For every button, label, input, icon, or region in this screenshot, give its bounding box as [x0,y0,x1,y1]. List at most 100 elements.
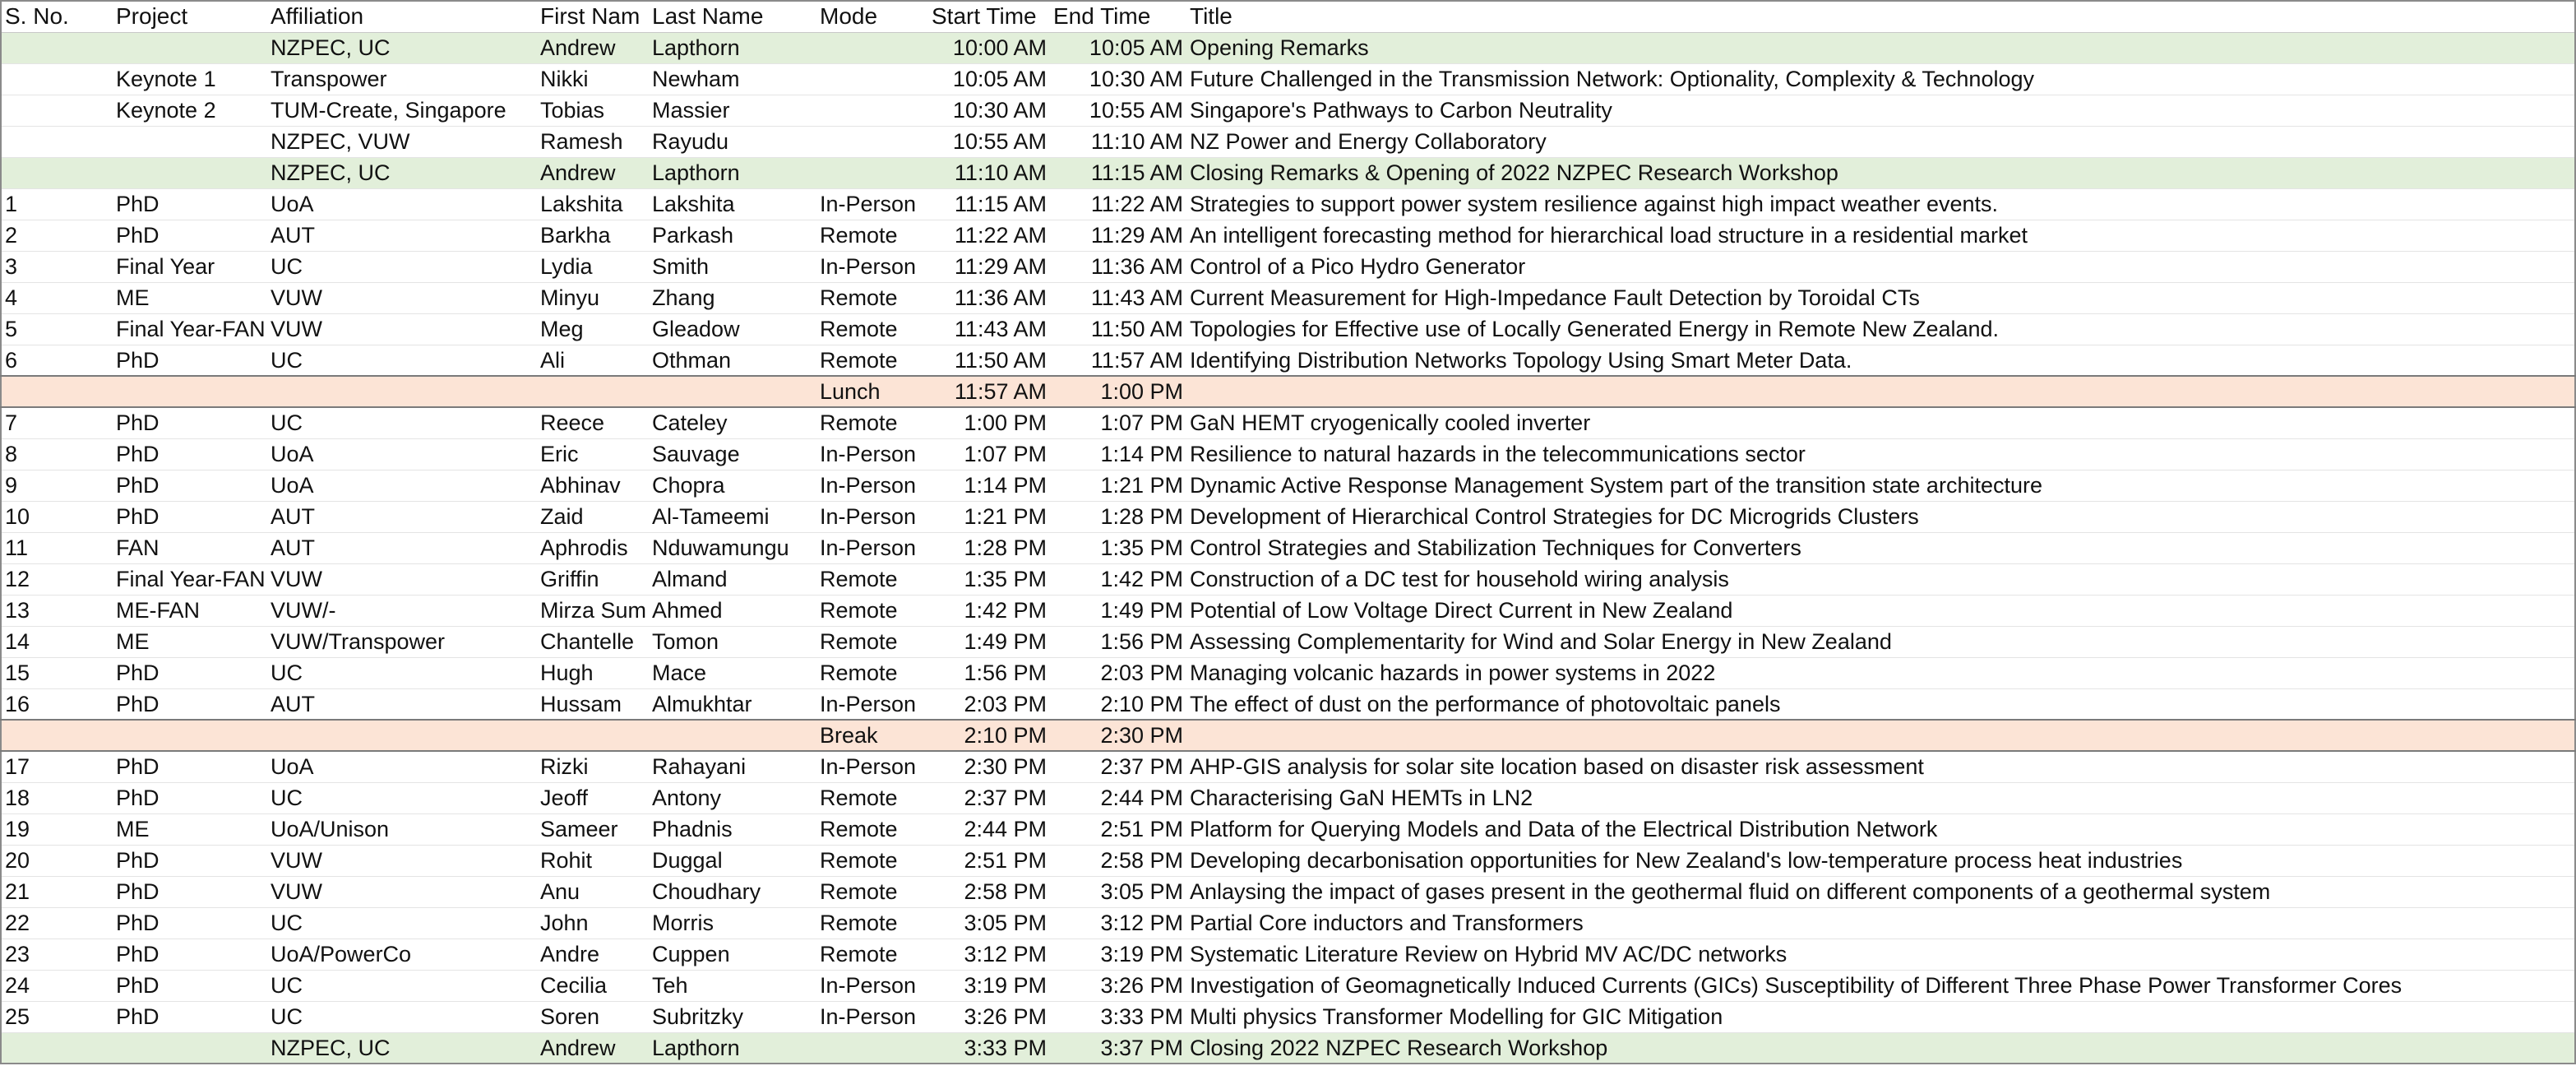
cell: Choudhary [649,876,816,908]
cell: 11:15 AM [928,188,1050,220]
cell [816,63,928,95]
cell: Tomon [649,626,816,658]
schedule-row: 8 PhD UoA Eric Sauvage In-Person 1:07 PM 1:14 P… [1,438,2575,470]
cell: 11:29 AM [1050,220,1186,252]
cell: Soren [537,1001,649,1033]
cell: PhD [113,188,267,220]
cell: Almukhtar [649,688,816,721]
schedule-row: 3 Final Year UC Lydia Smith In-Person 11:29 AM… [1,251,2575,283]
cell: 10:30 AM [928,95,1050,127]
cell: ME-FAN [113,595,267,627]
schedule-row: 22 PhD UC John Morris Remote 3:05 PM 3:12 PM Par… [1,907,2575,939]
schedule-row: 4 ME VUW Minyu Zhang Remote 11:36 AM 11:43 AM Cu… [1,282,2575,314]
cell [1,157,113,189]
cell: 2:37 PM [1050,751,1186,783]
cell: 3:12 PM [1050,907,1186,939]
cell [1,95,113,127]
cell: In-Person [816,438,928,470]
cell: 14 [1,626,113,658]
cell: VUW [267,563,537,596]
cell: Platform for Querying Models and Data of… [1186,813,2575,846]
cell: John [537,907,649,939]
cell: 10:05 AM [1050,32,1186,64]
cell: Smith [649,251,816,283]
cell: PhD [113,876,267,908]
cell: 1:07 PM [928,438,1050,470]
cell: Andre [537,939,649,971]
cell: Lunch [816,375,928,408]
cell: Remote [816,282,928,314]
cell: Teh [649,970,816,1002]
cell: Closing Remarks & Opening of 2022 NZPEC … [1186,157,2575,189]
cell [113,32,267,64]
cell: Hugh [537,657,649,689]
cell: Al-Tameemi [649,501,816,533]
cell: 1:00 PM [1050,375,1186,408]
cell: 10:30 AM [1050,63,1186,95]
cell: 5 [1,313,113,345]
schedule-row: 16 PhD AUT Hussam Almukhtar In-Person 2:03 PM 2… [1,688,2575,721]
cell: Multi physics Transformer Modelling for … [1186,1001,2575,1033]
cell: PhD [113,501,267,533]
cell [1,719,113,752]
cell: TUM-Create, Singapore [267,95,537,127]
cell: AHP-GIS analysis for solar site location… [1186,751,2575,783]
column-header: Title [1186,1,2575,33]
schedule-row: 25 PhD UC Soren Subritzky In-Person 3:26 PM 3:3… [1,1001,2575,1033]
cell: Reece [537,407,649,439]
cell: Cuppen [649,939,816,971]
cell: 3:05 PM [928,907,1050,939]
cell: 3:19 PM [1050,939,1186,971]
cell: 1:56 PM [1050,626,1186,658]
cell: UoA [267,751,537,783]
cell: 1:28 PM [928,532,1050,564]
schedule-row: 12 Final Year-FAN VUW Griffin Almand Remote 1:… [1,563,2575,596]
cell: Remote [816,563,928,596]
cell: Andrew [537,1032,649,1064]
cell: Rayudu [649,126,816,158]
cell [1,63,113,95]
cell: 11:36 AM [928,282,1050,314]
cell: Cateley [649,407,816,439]
schedule-row: 10 PhD AUT Zaid Al-Tameemi In-Person 1:21 PM 1:… [1,501,2575,533]
cell: Final Year-FAN [113,313,267,345]
schedule-row: 9 PhD UoA Abhinav Chopra In-Person 1:14 PM 1:21… [1,470,2575,502]
cell [113,126,267,158]
cell: PhD [113,407,267,439]
cell: Transpower [267,63,537,95]
cell [649,719,816,752]
cell: Developing decarbonisation opportunities… [1186,845,2575,877]
cell: Remote [816,907,928,939]
cell: VUW/Transpower [267,626,537,658]
cell: 2:30 PM [1050,719,1186,752]
cell: Dynamic Active Response Management Syste… [1186,470,2575,502]
cell: Hussam [537,688,649,721]
cell [816,1032,928,1064]
cell: Lapthorn [649,1032,816,1064]
schedule-row: 15 PhD UC Hugh Mace Remote 1:56 PM 2:03 PM Manag… [1,657,2575,689]
cell: Opening Remarks [1186,32,2575,64]
cell: Lydia [537,251,649,283]
cell: Remote [816,220,928,252]
column-header: S. No. [1,1,113,33]
cell [267,719,537,752]
cell: Mirza Sum [537,595,649,627]
cell: PhD [113,1001,267,1033]
cell: 2:58 PM [1050,845,1186,877]
cell: PhD [113,688,267,721]
cell: Zaid [537,501,649,533]
cell: 1:21 PM [928,501,1050,533]
cell: FAN [113,532,267,564]
cell: Remote [816,813,928,846]
cell: 9 [1,470,113,502]
schedule-row: 23 PhD UoA/PowerCo Andre Cuppen Remote 3:12 PM… [1,939,2575,971]
cell: 20 [1,845,113,877]
cell: Rahayani [649,751,816,783]
cell: Construction of a DC test for household … [1186,563,2575,596]
cell: Chopra [649,470,816,502]
schedule-row: NZPEC, VUW Ramesh Rayudu 10:55 AM 11:10 AM NZ… [1,126,2575,158]
cell: Assessing Complementarity for Wind and S… [1186,626,2575,658]
cell: ME [113,282,267,314]
cell: 17 [1,751,113,783]
